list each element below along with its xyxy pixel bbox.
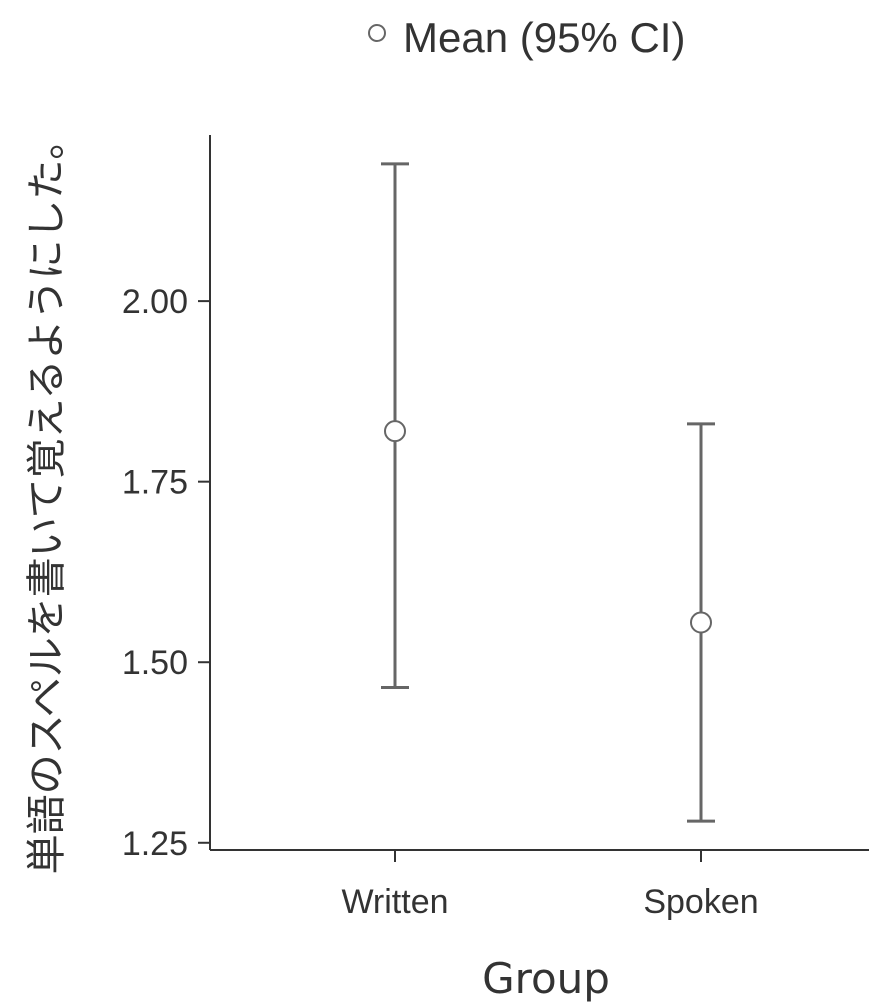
- x-axis-title: Group: [482, 954, 610, 1003]
- x-ticks: Written Spoken: [341, 850, 759, 921]
- data-marks: [381, 162, 715, 823]
- legend-marker: [368, 24, 386, 42]
- x-tick-label: Spoken: [643, 883, 758, 921]
- y-tick-label: 1.25: [122, 825, 188, 863]
- mean-point: [384, 420, 406, 443]
- y-axis-title: 単語のスペルを書いて覚えるようにした。: [24, 120, 70, 875]
- legend-label: Mean (95% CI): [403, 14, 685, 61]
- errorbar-written: [381, 162, 409, 689]
- errorbar-spoken: [687, 422, 715, 823]
- y-tick-label: 2.00: [122, 283, 188, 321]
- y-tick-label: 1.75: [122, 464, 188, 502]
- x-tick-label: Written: [341, 883, 448, 921]
- y-ticks: 1.25 1.50 1.75 2.00: [122, 283, 210, 863]
- mean-point: [690, 611, 712, 634]
- y-tick-label: 1.50: [122, 644, 188, 682]
- legend: Mean (95% CI): [368, 14, 685, 61]
